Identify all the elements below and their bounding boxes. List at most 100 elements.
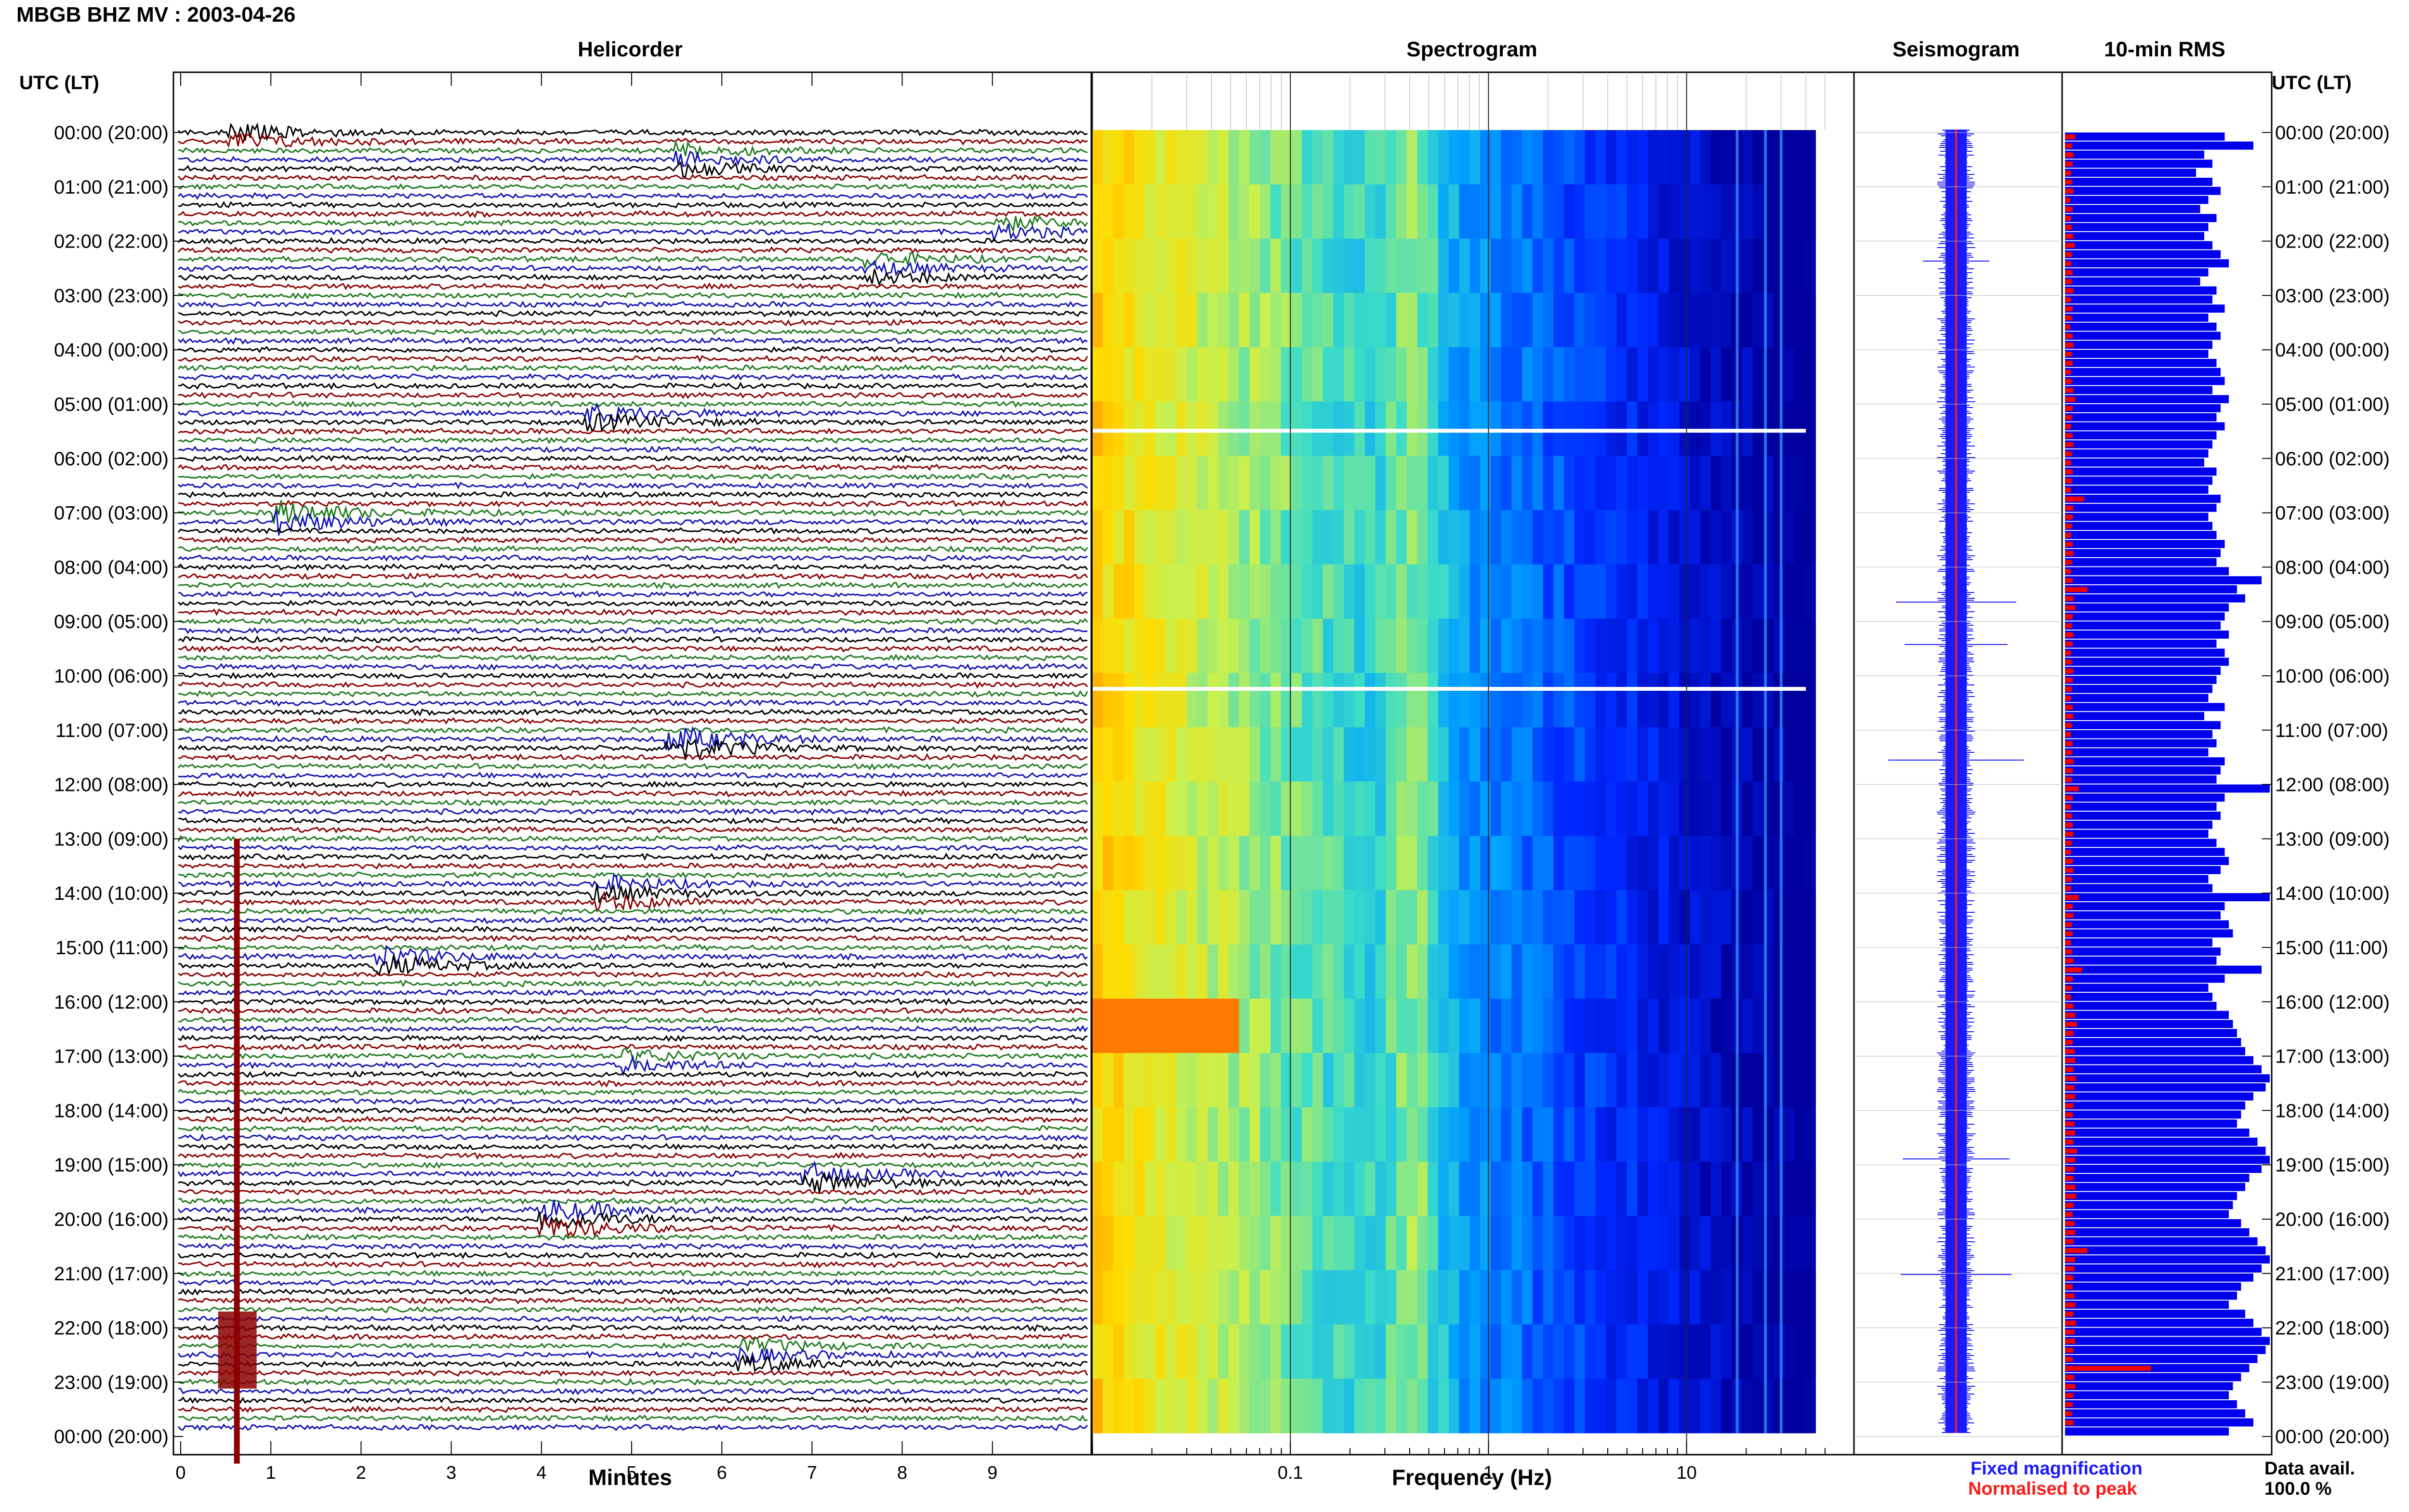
rms-normalised-bar: [2065, 696, 2071, 701]
spectrogram-cell: [1291, 130, 1302, 185]
rms-fixed-bar: [2065, 631, 2229, 639]
spectrogram-cell: [1228, 510, 1240, 565]
rms-normalised-bar: [2065, 505, 2074, 511]
spectrogram-cell: [1700, 293, 1711, 348]
spectrogram-cell: [1134, 347, 1145, 402]
rms-fixed-bar: [2065, 1156, 2270, 1164]
spectrogram-cell: [1344, 944, 1355, 999]
spectrogram-cell: [1543, 1053, 1554, 1108]
spectrogram-cell: [1312, 890, 1324, 945]
spectrogram-cell: [1113, 293, 1124, 348]
spectrogram-cell: [1522, 1216, 1533, 1271]
rms-normalised-bar: [2065, 623, 2072, 629]
spectrogram-cell: [1658, 727, 1669, 782]
spectrogram-cell: [1396, 1107, 1407, 1162]
spectrogram-cell: [1532, 618, 1544, 673]
spectrogram-cell: [1406, 1161, 1418, 1216]
spectrogram-cell: [1124, 564, 1135, 619]
spectrogram-cell: [1710, 727, 1722, 782]
spectrogram-cell: [1354, 944, 1365, 999]
spectrogram-cell: [1144, 836, 1156, 891]
spectrogram-cell: [1752, 727, 1764, 782]
helicorder-trace: [178, 1079, 1088, 1088]
spectrogram-cell: [1574, 1324, 1586, 1379]
spectrogram-cell: [1805, 836, 1816, 891]
spectrogram-cell: [1668, 1379, 1680, 1433]
rms-normalised-bar: [2065, 1148, 2077, 1154]
spectrogram-cell: [1375, 1161, 1386, 1216]
spectrogram-cell: [1270, 238, 1282, 293]
spectrogram-cell: [1239, 836, 1250, 891]
spectrogram-cell: [1742, 999, 1753, 1053]
spectrogram-cell: [1207, 1216, 1218, 1271]
spectrogram-cell: [1679, 999, 1690, 1053]
spectrogram-cell: [1480, 1216, 1491, 1271]
spectrogram-cell: [1144, 1216, 1156, 1271]
spectrogram-cell: [1448, 890, 1460, 945]
spectrogram-cell: [1186, 1379, 1198, 1433]
spectrogram-cell: [1302, 1107, 1313, 1162]
spectrogram-cell: [1333, 1324, 1344, 1379]
spectrogram-cell: [1648, 944, 1659, 999]
spectrogram-cell: [1752, 1053, 1764, 1108]
spectrogram-cell: [1239, 1161, 1250, 1216]
rms-fixed-bar: [2065, 1083, 2266, 1091]
spectrogram-cell: [1532, 510, 1544, 565]
spectrogram-cell: [1469, 1107, 1481, 1162]
spectrogram-cell: [1480, 618, 1491, 673]
spectrogram-cell: [1312, 184, 1324, 239]
spectrogram-cell: [1637, 781, 1648, 836]
spectrogram-cell: [1794, 1053, 1806, 1108]
rms-normalised-bar: [2065, 224, 2072, 230]
spectrogram-cell: [1700, 1107, 1711, 1162]
spectrogram-cell: [1668, 293, 1680, 348]
spectrogram-cell: [1333, 1216, 1344, 1271]
spectrogram-cell: [1690, 238, 1701, 293]
helicorder-tick-label: 5: [626, 1463, 636, 1483]
spectrogram-cell: [1459, 890, 1470, 945]
helicorder-trace: [178, 1171, 1088, 1193]
spectrogram-cell: [1522, 456, 1533, 511]
spectrogram-cell: [1490, 347, 1502, 402]
spectrogram-cell: [1312, 130, 1324, 185]
spectrogram-cell: [1197, 1053, 1208, 1108]
spectrogram-cell: [1155, 347, 1166, 402]
spectrogram-cell: [1428, 456, 1439, 511]
spectrogram-cell: [1805, 1324, 1816, 1379]
spectrogram-cell: [1721, 347, 1732, 402]
rms-fixed-bar: [2065, 196, 2209, 204]
spectrogram-cell: [1710, 1379, 1722, 1433]
spectrogram-cell: [1176, 944, 1187, 999]
spectrogram-cell: [1155, 1161, 1166, 1216]
spectrogram-cell: [1668, 999, 1680, 1053]
rms-fixed-bar: [2065, 331, 2221, 340]
spectrogram-cell: [1260, 293, 1271, 348]
helicorder-title: Helicorder: [578, 38, 683, 61]
spectrogram-cell: [1396, 1379, 1407, 1433]
spectrogram-cell: [1165, 401, 1177, 456]
spectrogram-cell: [1710, 781, 1722, 836]
spectrogram-cell: [1721, 781, 1732, 836]
spectrogram-cell: [1249, 1107, 1260, 1162]
hour-label-right: 08:00 (04:00): [2275, 557, 2390, 578]
spectrogram-cell: [1364, 1379, 1376, 1433]
spectrogram-cell: [1281, 999, 1292, 1053]
spectrogram-cell: [1344, 564, 1355, 619]
spectrogram-cell: [1291, 836, 1302, 891]
spectrogram-cell: [1186, 293, 1198, 348]
helicorder-trace: [177, 463, 1088, 472]
spectrogram-cell: [1176, 618, 1187, 673]
spectrogram-cell: [1291, 1161, 1302, 1216]
spectrogram-cell: [1710, 1107, 1722, 1162]
rms-normalised-bar: [2065, 1067, 2074, 1072]
spectrogram-cell: [1690, 1161, 1701, 1216]
spectrogram-cell: [1543, 1379, 1554, 1433]
spectrogram-cell: [1218, 238, 1229, 293]
helicorder-trace: [178, 816, 1088, 825]
helicorder-trace: [178, 998, 1088, 1006]
spectrogram-cell: [1207, 727, 1218, 782]
spectrogram-cell: [1658, 184, 1669, 239]
spectrogram-cell: [1364, 347, 1376, 402]
spectrogram-cell: [1752, 836, 1764, 891]
spectrogram-cell: [1312, 564, 1324, 619]
